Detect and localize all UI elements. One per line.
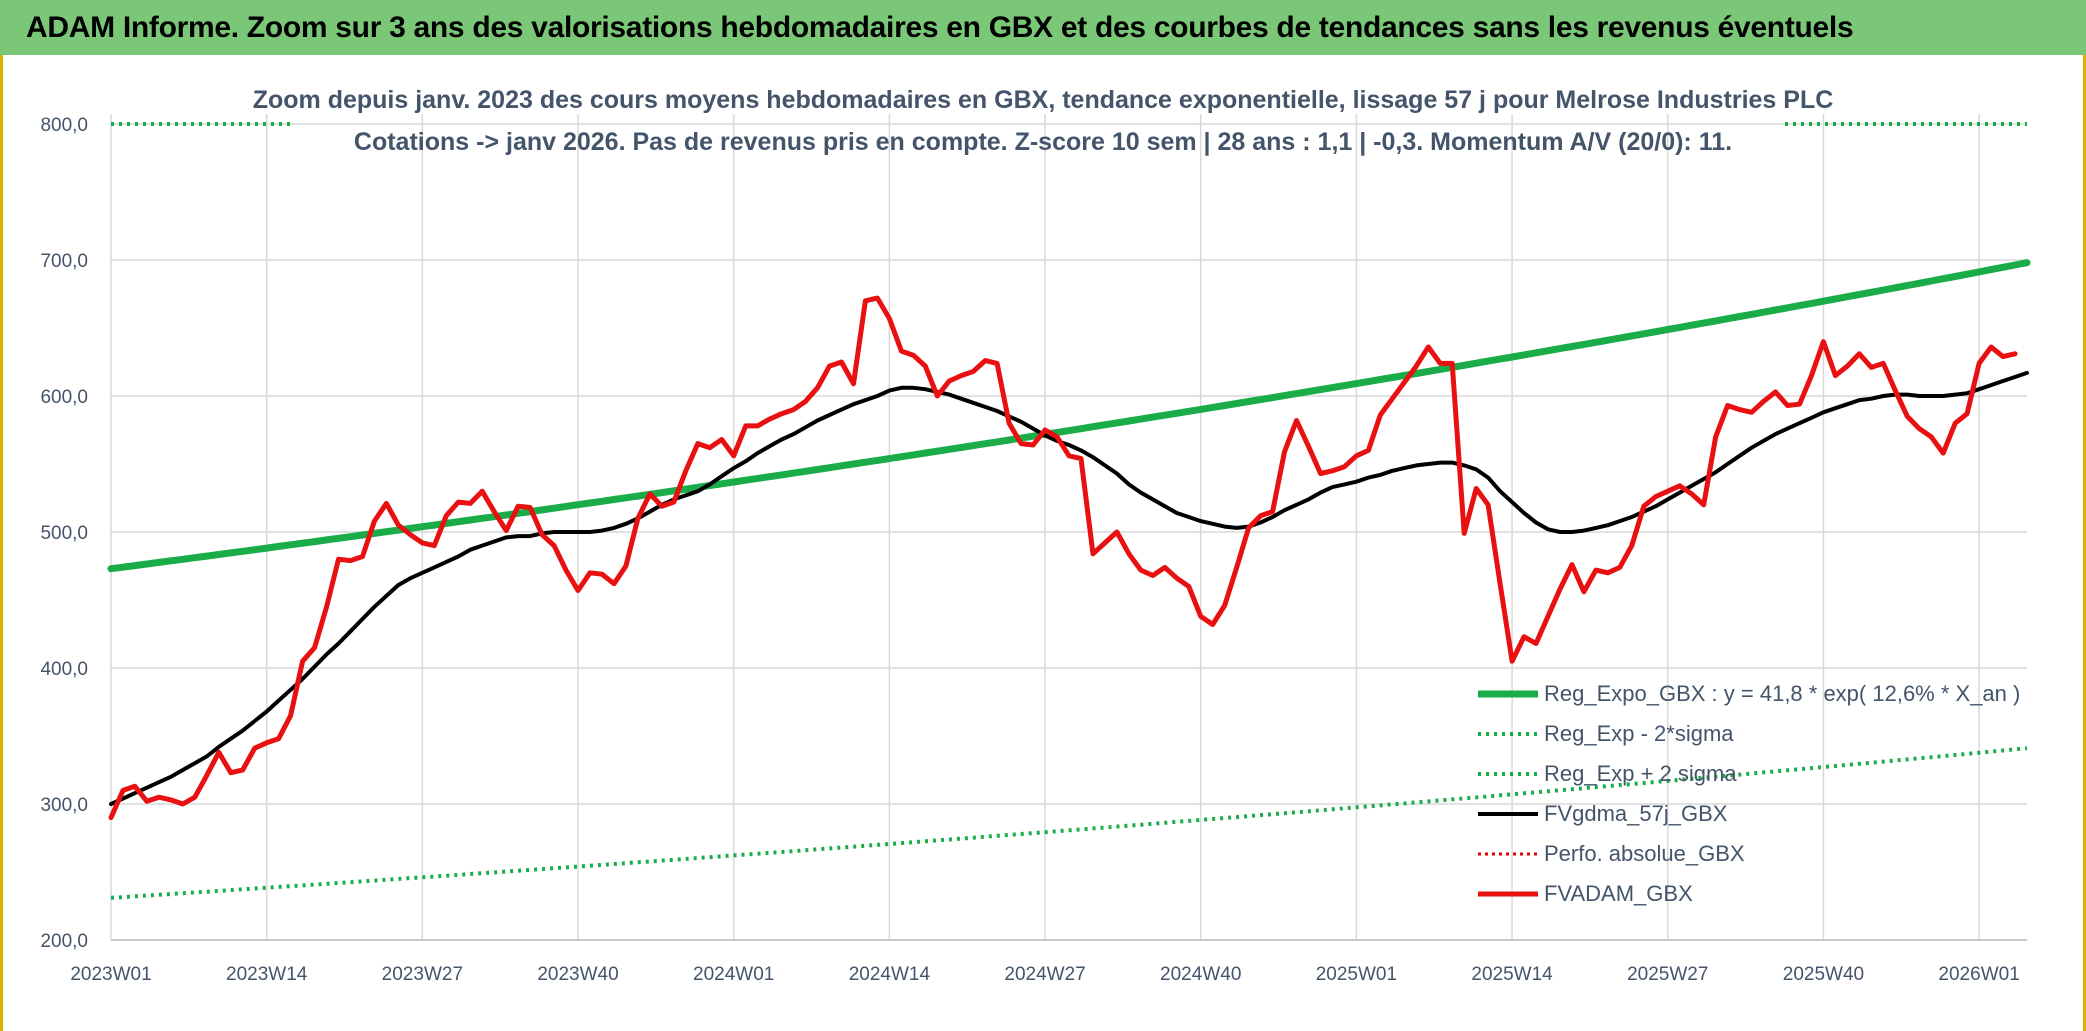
y-tick-label: 700,0 bbox=[40, 251, 88, 272]
x-tick-label: 2026W01 bbox=[1938, 964, 2019, 985]
page-title: ADAM Informe. Zoom sur 3 ans des valoris… bbox=[26, 10, 1854, 44]
series-fvadam bbox=[108, 295, 2018, 821]
x-tick-label: 2024W14 bbox=[849, 964, 931, 985]
chart-title-line1: Zoom depuis janv. 2023 des cours moyens … bbox=[252, 86, 1834, 114]
legend-label: Reg_Exp + 2 sigma bbox=[1544, 761, 1737, 786]
x-tick-label: 2025W27 bbox=[1627, 964, 1708, 985]
legend-label: FVADAM_GBX bbox=[1544, 881, 1693, 906]
legend-label: FVgdma_57j_GBX bbox=[1544, 801, 1728, 826]
x-axis-ticks: 2023W01 2023W14 2023W27 2023W40 2024W01 2024W… bbox=[70, 964, 2019, 985]
x-tick-label: 2023W27 bbox=[382, 964, 463, 985]
grid bbox=[110, 114, 2027, 941]
series-lower-sigma-band bbox=[110, 746, 2028, 900]
x-tick-label: 2024W27 bbox=[1004, 964, 1085, 985]
legend: Reg_Expo_GBX : y = 41,8 * exp( 12,6% * X… bbox=[1478, 681, 2020, 906]
x-tick-label: 2023W14 bbox=[226, 964, 308, 985]
legend-label: Perfo. absolue_GBX bbox=[1544, 841, 1745, 866]
y-axis-ticks: 200,0 300,0 400,0 500,0 600,0 700,0 800,0 bbox=[40, 115, 88, 952]
x-tick-label: 2025W40 bbox=[1783, 964, 1864, 985]
y-tick-label: 200,0 bbox=[40, 931, 88, 952]
x-tick-label: 2025W14 bbox=[1471, 964, 1553, 985]
series-fvgdma bbox=[109, 370, 2029, 806]
header-banner: ADAM Informe. Zoom sur 3 ans des valoris… bbox=[0, 0, 2086, 55]
x-tick-label: 2024W01 bbox=[693, 964, 774, 985]
x-tick-label: 2024W40 bbox=[1160, 964, 1241, 985]
series-reg-expo bbox=[107, 259, 2031, 573]
y-tick-label: 600,0 bbox=[40, 387, 88, 408]
y-tick-label: 300,0 bbox=[40, 795, 88, 816]
chart-frame bbox=[0, 55, 2086, 1031]
legend-label: Reg_Exp - 2*sigma bbox=[1544, 721, 1734, 746]
y-tick-label: 500,0 bbox=[40, 523, 88, 544]
chart-title-line2: Cotations -> janv 2026. Pas de revenus p… bbox=[353, 128, 1733, 156]
legend-label: Reg_Expo_GBX : y = 41,8 * exp( 12,6% * X… bbox=[1544, 681, 2020, 706]
y-tick-label: 400,0 bbox=[40, 659, 88, 680]
y-tick-label: 800,0 bbox=[40, 115, 88, 136]
x-tick-label: 2023W01 bbox=[70, 964, 151, 985]
series bbox=[107, 122, 2031, 900]
x-tick-label: 2025W01 bbox=[1316, 964, 1397, 985]
x-tick-label: 2023W40 bbox=[537, 964, 618, 985]
